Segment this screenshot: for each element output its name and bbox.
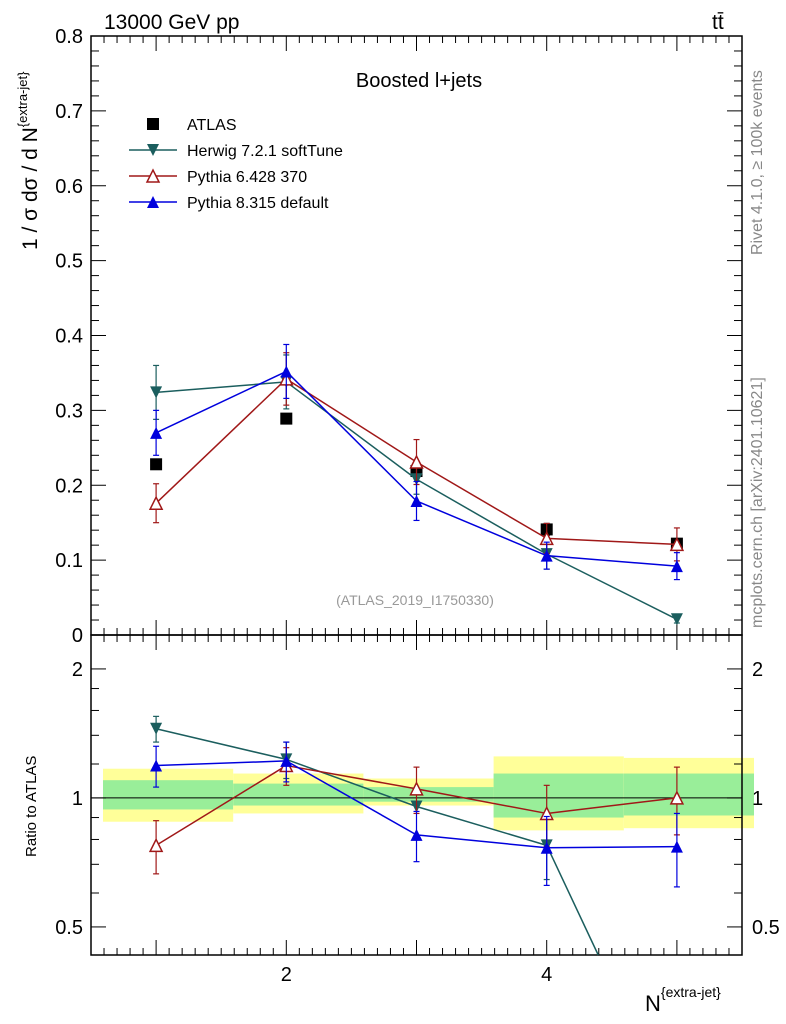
ratio-series-line <box>286 758 417 808</box>
main-y-tick-label: 0.4 <box>55 326 83 348</box>
main-data-point <box>540 549 553 562</box>
svg-text:1 / σ dσ / d N{extra-jet}: 1 / σ dσ / d N{extra-jet} <box>15 71 42 250</box>
main-data-point <box>669 536 685 552</box>
main-y-tick-label: 0.1 <box>55 550 83 572</box>
main-series-pythia-8-315-default <box>150 343 683 581</box>
energy-label: 13000 GeV pp <box>104 11 239 34</box>
ratio-series-pythia-8-315-default <box>150 741 683 888</box>
ratio-data-point <box>409 781 424 796</box>
ratio-data-point <box>540 841 553 854</box>
ratio-series-herwig-7-2-1-softtune <box>150 715 599 956</box>
main-series-line <box>416 500 547 557</box>
ratio-y-tick-label: 0.5 <box>55 917 83 939</box>
ratio-data-point <box>670 840 683 853</box>
ratio-series-line <box>285 760 417 836</box>
main-data-point <box>280 412 293 425</box>
ratio-series-line <box>156 760 287 767</box>
ratio-data-point <box>669 790 685 805</box>
mcplots-label: mcplots.cern.ch [arXiv:2401.10621] <box>749 377 766 628</box>
ratio-series-line <box>416 805 547 847</box>
main-series-layer <box>148 343 685 626</box>
ratio-data-point <box>150 722 163 735</box>
ratio-y-tick-label: 2 <box>72 659 83 681</box>
ratio-inner-band <box>103 780 234 810</box>
main-data-point <box>409 454 424 469</box>
ratio-reference-bands <box>103 756 754 831</box>
ratio-series-line <box>546 797 677 815</box>
main-data-point <box>670 613 683 626</box>
main-y-axis-label: 1 / σ dσ / d N{extra-jet} <box>15 71 42 250</box>
main-series-line <box>285 370 418 502</box>
legend: ATLAS Herwig 7.2.1 softTune Pythia 6.428 3… <box>129 117 343 212</box>
main-series-line <box>546 554 677 567</box>
process-label: tt̄ <box>712 11 724 34</box>
x-tick-label: 4 <box>541 964 552 986</box>
main-data-point <box>670 560 683 573</box>
ratio-inner-band <box>623 773 754 816</box>
analysis-label: (ATLAS_2019_I1750330) <box>336 592 494 608</box>
rivet-version-label: Rivet 4.1.0, ≥ 100k events <box>749 70 766 255</box>
main-data-point <box>150 386 163 399</box>
main-y-tick-label: 0.2 <box>55 475 83 497</box>
ratio-data-point <box>280 754 293 767</box>
x-tick-label: 2 <box>281 964 292 986</box>
legend-label: ATLAS <box>187 117 237 134</box>
ratio-y-tick-label: 1 <box>72 788 83 810</box>
ratio-y-tick-label-right: 0.5 <box>752 917 780 939</box>
main-data-point <box>280 365 293 378</box>
main-series-line <box>285 381 417 480</box>
main-series-line <box>156 381 287 394</box>
legend-marker <box>147 196 159 208</box>
ratio-inner-band <box>233 783 364 806</box>
ratio-series-pythia-6-428-370 <box>148 747 685 875</box>
main-data-point <box>150 458 163 471</box>
main-data-point <box>150 426 163 439</box>
ratio-series-line <box>286 764 417 790</box>
main-series-line <box>155 378 287 504</box>
ratio-y-axis-label: Ratio to ATLAS <box>23 756 40 857</box>
ratio-data-point <box>410 828 423 841</box>
legend-label: Pythia 6.428 370 <box>187 169 307 186</box>
main-y-tick-label: 0.5 <box>55 251 83 273</box>
ratio-series-line <box>546 845 677 849</box>
main-y-tick-label: 0 <box>72 625 83 647</box>
legend-marker <box>147 144 159 156</box>
ratio-y-tick-label-right: 2 <box>752 659 763 681</box>
ratio-series-line <box>416 834 547 849</box>
ratio-series-line <box>155 728 287 761</box>
main-y-tick-label: 0.6 <box>55 176 83 198</box>
ratio-inner-band <box>493 773 624 818</box>
main-y-tick-label: 0.8 <box>55 26 83 48</box>
main-y-label-sup: {extra-jet} <box>15 71 30 127</box>
ratio-data-point <box>148 837 164 853</box>
main-series-line <box>155 370 287 434</box>
legend-marker <box>145 168 161 183</box>
legend-label: Herwig 7.2.1 softTune <box>187 143 343 160</box>
legend-label: Pythia 8.315 default <box>187 195 329 212</box>
x-axis-label: N{extra-jet} <box>645 984 721 1016</box>
plot-title: Boosted l+jets <box>356 70 482 92</box>
ratio-series-line <box>416 788 547 815</box>
main-data-point <box>148 495 164 510</box>
main-series-line <box>546 537 677 546</box>
x-label-text: N <box>645 991 661 1016</box>
main-series-line <box>416 461 548 540</box>
ratio-series-line <box>155 764 287 847</box>
ratio-series-layer <box>148 715 685 956</box>
ratio-axes: 2 4 0.5 0.5 1 1 2 2 <box>55 634 780 986</box>
legend-marker <box>147 118 159 130</box>
main-series-line <box>416 478 548 555</box>
main-series-pythia-6-428-370 <box>148 352 685 562</box>
main-y-tick-label: 0.7 <box>55 101 83 123</box>
main-y-label-text: 1 / σ dσ / d N <box>19 127 42 250</box>
main-axes: 0 0.1 0.2 0.3 0.4 0.5 0.6 0.7 0.8 <box>55 26 743 647</box>
ratio-data-point <box>150 759 163 772</box>
main-data-point <box>410 494 423 507</box>
main-series-line <box>546 553 678 620</box>
ratio-y-tick-label-right: 1 <box>752 788 763 810</box>
main-y-tick-label: 0.3 <box>55 400 83 422</box>
ratio-series-line <box>546 845 599 956</box>
x-label-sup: {extra-jet} <box>661 984 721 1000</box>
